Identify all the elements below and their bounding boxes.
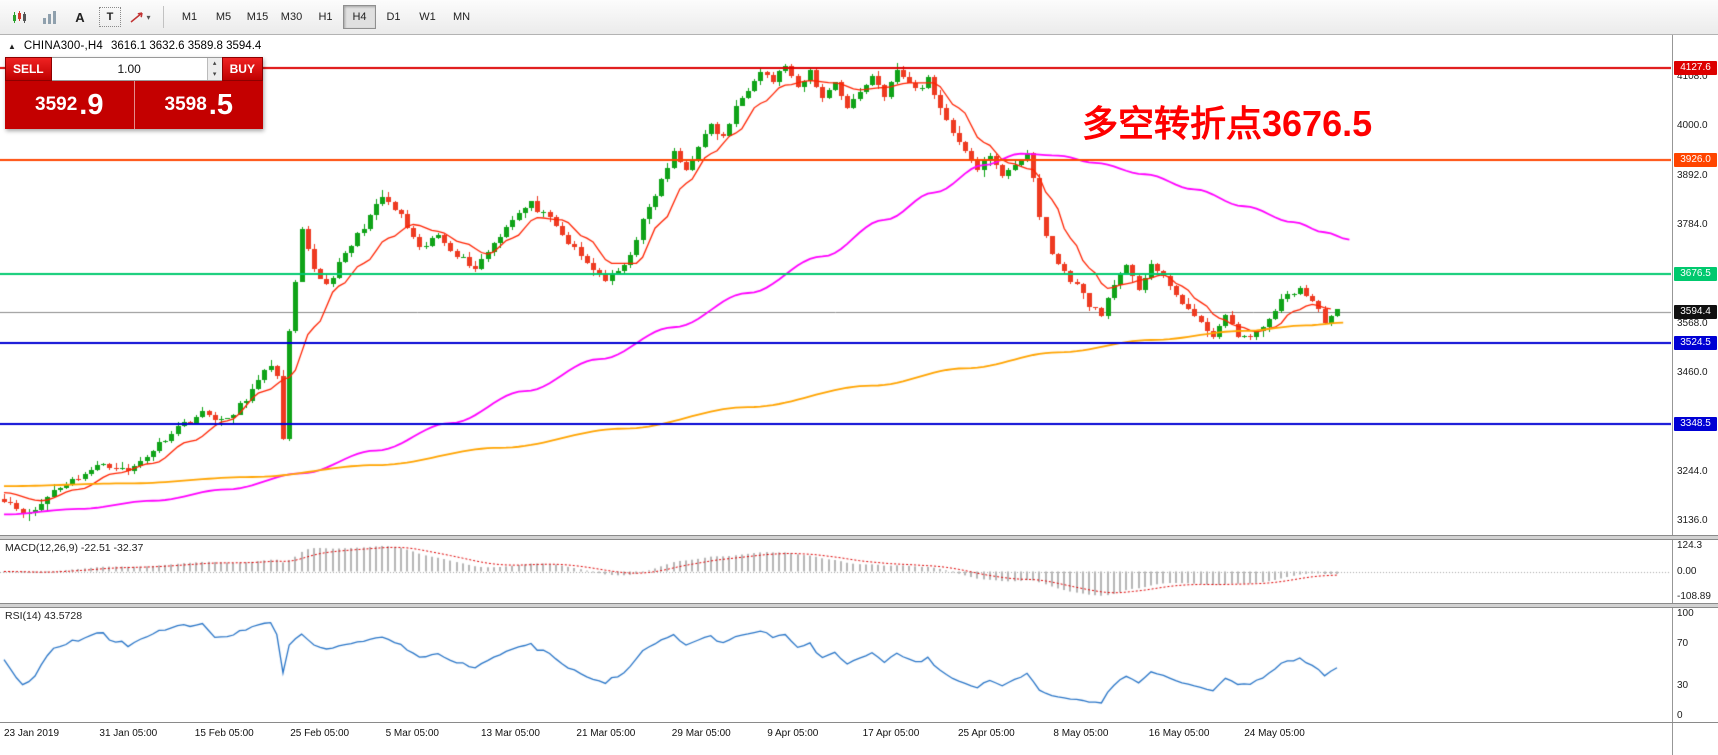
time-axis-label: 9 Apr 05:00 [767, 728, 819, 739]
candlestick-glyph [12, 11, 26, 23]
rsi-label: RSI(14) 43.5728 [5, 610, 83, 622]
axis-tick: 0 [1677, 710, 1683, 721]
current-price-badge: 3594.4 [1674, 304, 1717, 319]
volume-input[interactable] [51, 58, 207, 80]
chart-annotation-text[interactable]: 多空转折点3676.5 [1082, 103, 1373, 144]
axis-tick: -108.89 [1677, 590, 1711, 602]
buy-price-main: 3598 [164, 94, 207, 115]
macd-panel: 124.3 0.00 -108.89 MACD(12,26,9) -22.51 -3… [0, 540, 1718, 603]
timeframe-m5-button[interactable]: M5 [207, 5, 240, 29]
dropdown-caret-icon: ▾ [146, 12, 151, 22]
label-tool-button[interactable]: A [66, 4, 94, 30]
sell-price-main: 3592 [35, 94, 78, 115]
axis-tick: 70 [1677, 637, 1689, 649]
price-chart-canvas[interactable] [0, 35, 1671, 535]
macd-chart-canvas[interactable] [0, 540, 1671, 603]
volume-spinner: ▴ ▾ [206, 58, 222, 80]
bars-glyph [43, 11, 56, 24]
time-axis-label: 17 Apr 05:00 [862, 728, 920, 739]
time-axis-label: 16 May 05:00 [1148, 728, 1210, 739]
price-panel: 4108.04000.03892.03784.03676.03568.03460… [0, 35, 1718, 535]
time-axis-label: 24 May 05:00 [1244, 728, 1305, 739]
chart-ohlc-header: ▲ CHINA300-,H4 3616.1 3632.6 3589.8 3594… [8, 40, 261, 52]
level-price-badge: 4127.6 [1674, 61, 1717, 76]
time-axis-label: 25 Feb 05:00 [290, 728, 350, 739]
rsi-panel: 100 70 30 0 RSI(14) 43.5728 [0, 608, 1718, 722]
chart-window: 4108.04000.03892.03784.03676.03568.03460… [0, 35, 1718, 755]
rsi-axis: 100 70 30 0 [1672, 608, 1718, 722]
time-axis-label: 29 Mar 05:00 [671, 728, 731, 739]
time-axis-label: 31 Jan 05:00 [99, 728, 158, 739]
level-price-badge: 3348.5 [1674, 416, 1717, 431]
volume-field: ▴ ▾ [51, 57, 222, 81]
buy-price-pip: .5 [208, 88, 233, 121]
timeframe-h1-button[interactable]: H1 [309, 5, 342, 29]
timeframe-h4-button[interactable]: H4 [343, 5, 376, 29]
drawing-tools-button[interactable]: ▾ [126, 4, 154, 30]
time-axis-label: 5 Mar 05:00 [385, 728, 439, 739]
time-axis: 23 Jan 2019 31 Jan 05:00 15 Feb 05:00 25 Fe… [0, 722, 1718, 755]
collapse-one-click-icon[interactable]: ▲ [8, 41, 16, 51]
time-axis-label: 21 Mar 05:00 [576, 728, 636, 739]
axis-corner [1672, 723, 1718, 755]
timeframe-m30-button[interactable]: M30 [275, 5, 308, 29]
panel-splitter[interactable] [0, 603, 1718, 608]
axis-tick: 4108.0 [1677, 71, 1708, 82]
axis-tick: 3136.0 [1677, 514, 1708, 526]
timeframe-m1-button[interactable]: M1 [173, 5, 206, 29]
axis-tick: 3784.0 [1677, 218, 1708, 230]
axis-tick: 124.3 [1677, 540, 1703, 551]
timeframe-toolbar: M1 M5 M15 M30 H1 H4 D1 W1 MN [173, 5, 478, 29]
level-price-badge: 3524.5 [1674, 336, 1717, 351]
trade-controls-row: SELL ▴ ▾ BUY [5, 57, 263, 81]
axis-tick: 3244.0 [1677, 465, 1708, 477]
macd-axis: 124.3 0.00 -108.89 [1672, 540, 1718, 603]
toolbar-separator [163, 6, 164, 28]
axis-tick: 4000.0 [1677, 120, 1708, 132]
time-axis-label: 8 May 05:00 [1053, 728, 1109, 739]
axis-tick: 3460.0 [1677, 366, 1708, 378]
timeframe-d1-button[interactable]: D1 [377, 5, 410, 29]
level-price-badge: 3926.0 [1674, 153, 1717, 168]
macd-label: MACD(12,26,9) -22.51 -32.37 [5, 542, 144, 554]
axis-tick: 100 [1677, 608, 1694, 619]
axis-tick: 3568.0 [1677, 317, 1708, 329]
indicator-list-icon[interactable] [36, 4, 64, 30]
buy-button[interactable]: BUY [221, 57, 263, 81]
axis-tick: 0.00 [1677, 565, 1697, 577]
toolbar: A T ▾ M1 M5 M15 M30 H1 H4 D1 W1 MN [0, 0, 1718, 35]
time-axis-label: 23 Jan 2019 [4, 728, 60, 739]
quote-row: 3592 .9 3598 .5 [5, 81, 263, 129]
sell-price-pip: .9 [79, 88, 104, 121]
timeframe-mn-button[interactable]: MN [445, 5, 478, 29]
sell-quote-button[interactable]: 3592 .9 [5, 81, 135, 129]
one-click-trading-panel: SELL ▴ ▾ BUY 3592 .9 [5, 57, 263, 129]
axis-tick: 3892.0 [1677, 169, 1708, 181]
text-tool-button[interactable]: T [99, 7, 121, 27]
panel-splitter[interactable] [0, 535, 1718, 540]
level-price-badge: 3676.5 [1674, 267, 1717, 282]
rsi-chart-canvas[interactable] [0, 608, 1671, 722]
symbol-timeframe-label: CHINA300-,H4 [23, 40, 104, 52]
volume-down-button[interactable]: ▾ [207, 69, 222, 80]
candlestick-chart-icon[interactable] [6, 4, 34, 30]
timeframe-m15-button[interactable]: M15 [241, 5, 274, 29]
time-axis-label: 25 Apr 05:00 [958, 728, 1015, 739]
sell-button[interactable]: SELL [5, 57, 52, 81]
trend-arrow-glyph [131, 12, 144, 23]
volume-up-button[interactable]: ▴ [207, 58, 222, 69]
time-axis-label: 15 Feb 05:00 [194, 728, 254, 739]
axis-tick: 30 [1677, 680, 1689, 692]
price-axis: 4108.04000.03892.03784.03676.03568.03460… [1672, 35, 1718, 535]
timeframe-w1-button[interactable]: W1 [411, 5, 444, 29]
time-axis-label: 13 Mar 05:00 [481, 728, 540, 739]
buy-quote-button[interactable]: 3598 .5 [135, 81, 264, 129]
ohlc-values: 3616.1 3632.6 3589.8 3594.4 [111, 40, 262, 52]
